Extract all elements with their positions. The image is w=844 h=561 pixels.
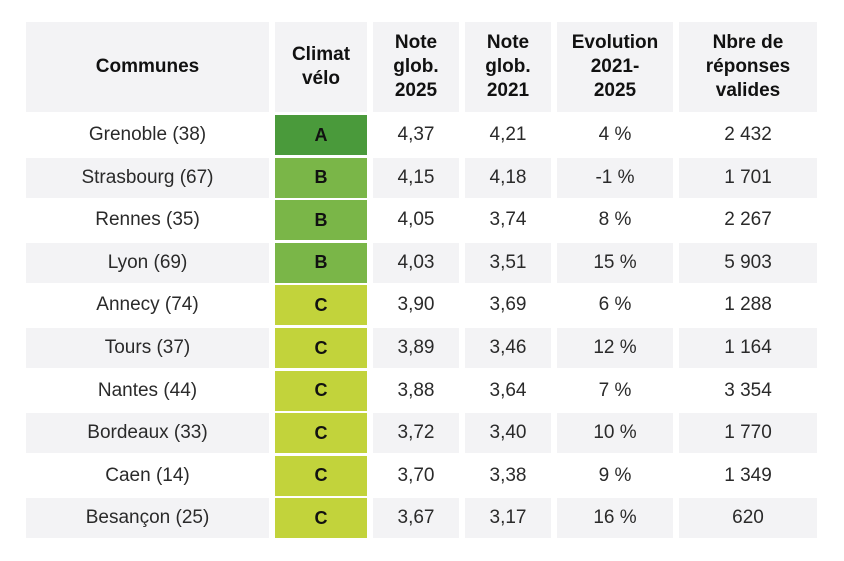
- header-label: Nbre de réponses valides: [706, 31, 790, 103]
- cell-reponses: 3 354: [724, 379, 772, 401]
- cell-reponses: 2 267: [724, 209, 772, 231]
- cell-note-2025: 4,15: [373, 157, 459, 198]
- cell-reponses: 1 349: [724, 464, 772, 486]
- header-line: glob.: [393, 56, 439, 77]
- cell-note-2025: 3,70: [397, 464, 435, 486]
- header-col-note-2025: Note glob. 2025: [373, 22, 459, 112]
- header-line: 2021: [486, 80, 530, 101]
- cell-note-2025: 3,67: [373, 498, 459, 539]
- cell-communes: Grenoble (38): [88, 124, 207, 145]
- cell-communes: Bordeaux (33): [26, 413, 269, 454]
- table-row: Tours (37) C 3,89 3,46 12 % 1 164: [26, 328, 817, 368]
- cell-note-2025: 4,37: [397, 124, 435, 145]
- header-line: Evolution: [571, 32, 659, 53]
- cell-reponses: 5 903: [679, 242, 817, 283]
- cell-communes: Tours (37): [26, 328, 269, 368]
- header-line: vélo: [301, 68, 340, 89]
- header-col-reponses: Nbre de réponses valides: [679, 22, 817, 112]
- cell-communes: Strasbourg (67): [26, 157, 269, 198]
- grade-badge: B: [275, 157, 367, 198]
- cell-reponses: 1 164: [679, 328, 817, 368]
- cell-evolution: 7 %: [598, 379, 632, 401]
- header-label: Climat vélo: [292, 43, 350, 91]
- header-label: Note glob. 2025: [393, 31, 438, 103]
- table-row: Lyon (69) B 4,03 3,51 15 % 5 903: [26, 242, 817, 283]
- grade-badge: C: [275, 370, 367, 411]
- header-col-note-2021: Note glob. 2021: [465, 22, 551, 112]
- cell-note-2021: 4,18: [465, 157, 551, 198]
- table-row: Strasbourg (67) B 4,15 4,18 -1 % 1 701: [26, 157, 817, 198]
- header-label: Evolution 2021- 2025: [572, 31, 659, 103]
- cell-reponses: 620: [679, 498, 817, 539]
- cell-evolution: 6 %: [598, 294, 632, 316]
- table-row: Rennes (35) B 4,05 3,74 8 % 2 267: [26, 200, 817, 241]
- cell-note-2025: 4,05: [397, 209, 435, 231]
- header-col-evolution: Evolution 2021- 2025: [557, 22, 673, 112]
- header-line: 2025: [394, 80, 438, 101]
- cell-note-2025: 3,72: [373, 413, 459, 454]
- table-row: Besançon (25) C 3,67 3,17 16 % 620: [26, 498, 817, 539]
- cell-note-2021: 3,17: [465, 498, 551, 539]
- cell-communes: Rennes (35): [95, 209, 200, 231]
- cell-communes: Lyon (69): [26, 242, 269, 283]
- cell-evolution: 15 %: [557, 242, 673, 283]
- table-row: Annecy (74) C 3,90 3,69 6 % 1 288: [26, 285, 817, 326]
- cell-note-2021: 3,74: [489, 209, 527, 231]
- table-row: Bordeaux (33) C 3,72 3,40 10 % 1 770: [26, 413, 817, 454]
- cell-communes: Nantes (44): [97, 379, 198, 401]
- cell-evolution: 10 %: [557, 413, 673, 454]
- cell-note-2021: 4,21: [489, 124, 527, 145]
- header-line: réponses: [705, 56, 791, 77]
- cell-evolution: 8 %: [598, 209, 632, 231]
- header-line: Nbre de: [712, 32, 784, 53]
- table-row: Caen (14) C 3,70 3,38 9 % 1 349: [26, 455, 817, 496]
- header-line: Note: [394, 32, 438, 53]
- grade-badge: B: [275, 242, 367, 283]
- grade-badge: C: [275, 413, 367, 454]
- header-label: Communes: [96, 55, 199, 79]
- header-col-climat-velo: Climat vélo: [275, 22, 367, 112]
- grade-badge: C: [275, 285, 367, 326]
- cell-note-2021: 3,64: [489, 379, 527, 401]
- cell-reponses: 2 432: [724, 124, 772, 145]
- grade-badge: A: [275, 115, 367, 155]
- cell-note-2021: 3,46: [465, 328, 551, 368]
- cell-note-2025: 3,90: [397, 294, 435, 316]
- cell-note-2025: 4,03: [373, 242, 459, 283]
- cell-note-2021: 3,51: [465, 242, 551, 283]
- cell-note-2021: 3,69: [489, 294, 527, 316]
- cell-reponses: 1 288: [724, 294, 772, 316]
- cell-reponses: 1 701: [679, 157, 817, 198]
- cell-evolution: -1 %: [557, 157, 673, 198]
- grade-badge: B: [275, 200, 367, 241]
- cell-communes: Besançon (25): [26, 498, 269, 539]
- header-row: Communes Climat vélo Note glob. 2025 Note glob.…: [26, 22, 817, 112]
- cell-note-2025: 3,89: [373, 328, 459, 368]
- grade-badge: C: [275, 328, 367, 368]
- table-row: Grenoble (38) A 4,37 4,21 4 % 2 432: [26, 115, 817, 155]
- header-col-communes: Communes: [26, 22, 269, 112]
- header-line: valides: [715, 80, 781, 101]
- cell-note-2025: 3,88: [397, 379, 435, 401]
- header-line: 2021-: [590, 56, 640, 77]
- header-line: Climat: [291, 44, 351, 65]
- header-label: Note glob. 2021: [485, 31, 530, 103]
- grade-badge: C: [275, 498, 367, 539]
- cell-communes: Caen (14): [105, 464, 190, 486]
- header-line: glob.: [485, 56, 531, 77]
- cell-communes: Annecy (74): [96, 294, 199, 316]
- table-row: Nantes (44) C 3,88 3,64 7 % 3 354: [26, 370, 817, 411]
- cell-reponses: 1 770: [679, 413, 817, 454]
- header-line: 2025: [593, 80, 637, 101]
- cell-evolution: 12 %: [557, 328, 673, 368]
- cell-note-2021: 3,38: [489, 464, 527, 486]
- cell-evolution: 4 %: [598, 124, 632, 145]
- grade-badge: C: [275, 455, 367, 496]
- cell-evolution: 9 %: [598, 464, 632, 486]
- header-line: Note: [486, 32, 530, 53]
- cell-evolution: 16 %: [557, 498, 673, 539]
- cell-note-2021: 3,40: [465, 413, 551, 454]
- header-line: Communes: [95, 56, 200, 77]
